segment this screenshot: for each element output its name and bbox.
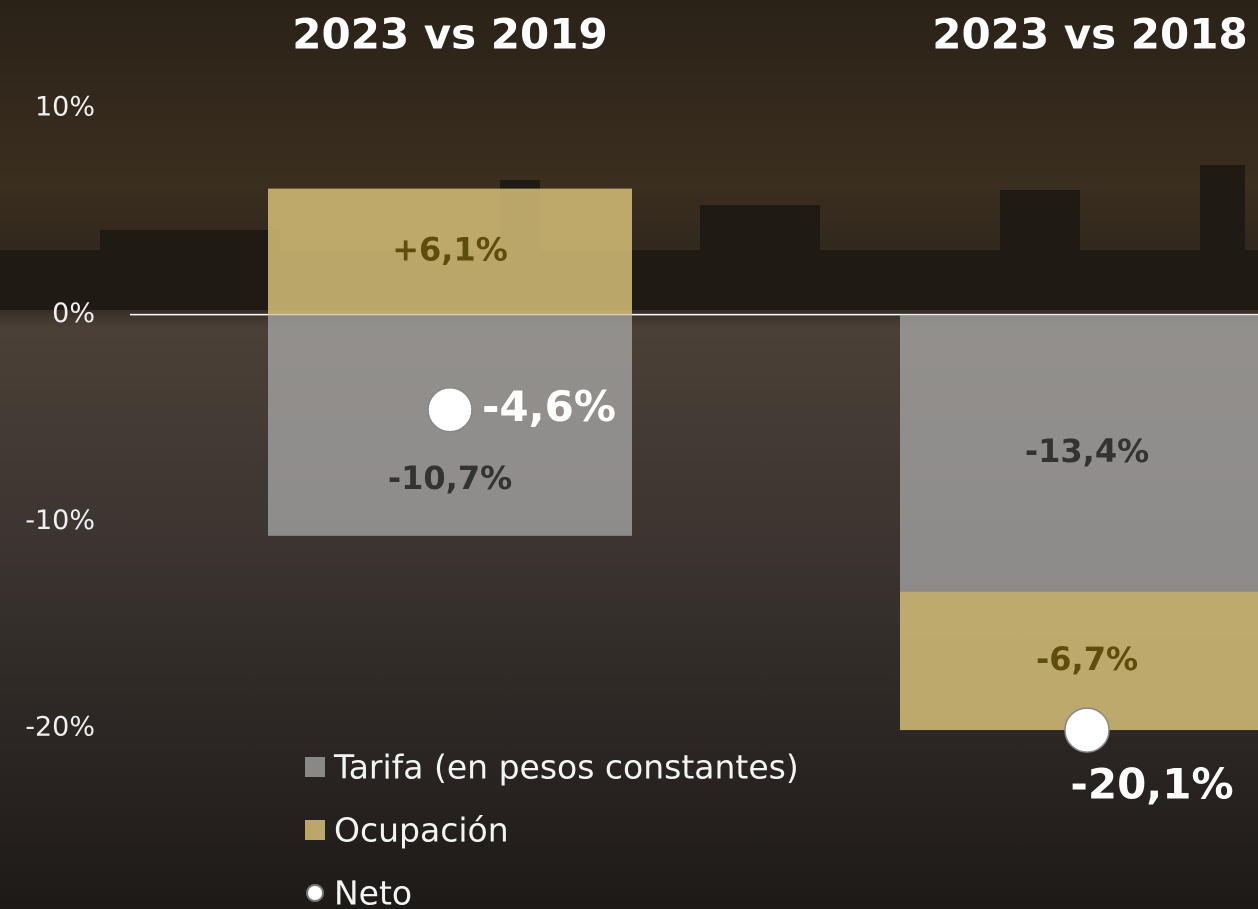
y-tick-label: -10% <box>25 505 95 536</box>
bar <box>900 591 1258 731</box>
legend-swatch <box>306 884 324 902</box>
y-tick-label: 10% <box>35 92 95 123</box>
legend-swatch <box>305 820 325 840</box>
value-label: -4,6% <box>482 382 616 431</box>
bar <box>900 314 1258 592</box>
category-label: 2023 vs 2018 <box>932 10 1247 59</box>
value-label: +6,1% <box>392 231 508 269</box>
category-label: 2023 vs 2019 <box>292 10 607 59</box>
net-point <box>427 386 473 433</box>
legend-label: Tarifa (en pesos constantes) <box>333 748 799 787</box>
y-tick-label: -20% <box>25 712 95 743</box>
legend-swatch <box>305 757 325 777</box>
net-point <box>1064 707 1110 753</box>
y-tick-label: 0% <box>52 298 95 329</box>
value-label: -6,7% <box>1036 640 1138 678</box>
bar <box>268 188 632 315</box>
value-label: -20,1% <box>1070 760 1233 809</box>
legend-label: Ocupación <box>334 811 509 850</box>
legend-label: Neto <box>334 874 412 909</box>
value-label: -13,4% <box>1025 432 1149 470</box>
value-label: -10,7% <box>388 459 512 497</box>
